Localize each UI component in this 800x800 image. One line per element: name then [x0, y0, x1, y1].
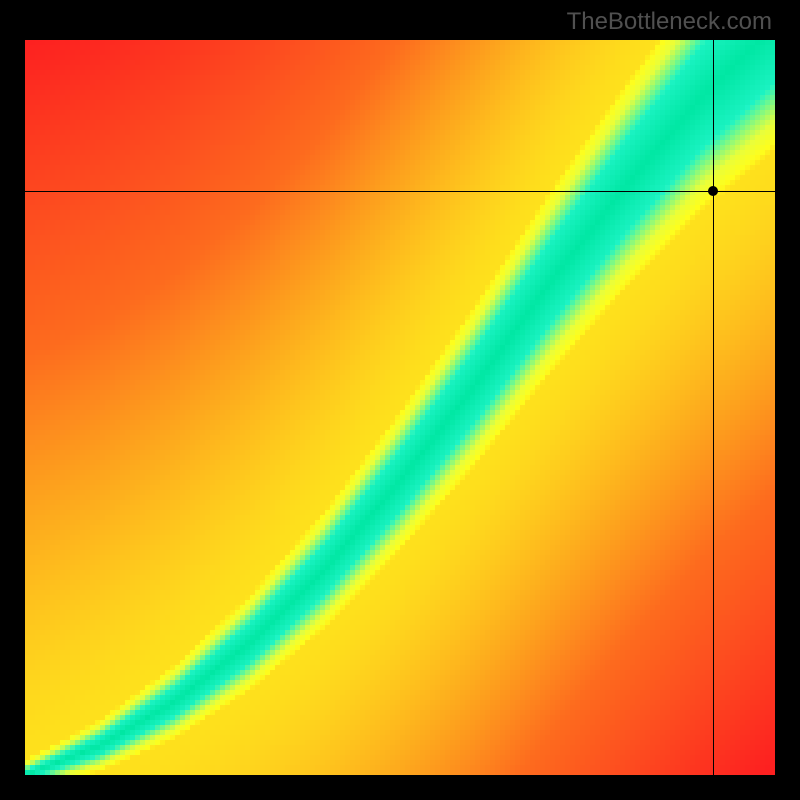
watermark-text: TheBottleneck.com	[567, 8, 772, 36]
crosshair-marker	[708, 186, 718, 196]
crosshair-vertical	[713, 40, 714, 775]
heatmap-plot	[25, 40, 775, 775]
crosshair-horizontal	[25, 191, 775, 192]
heatmap-canvas	[25, 40, 775, 775]
